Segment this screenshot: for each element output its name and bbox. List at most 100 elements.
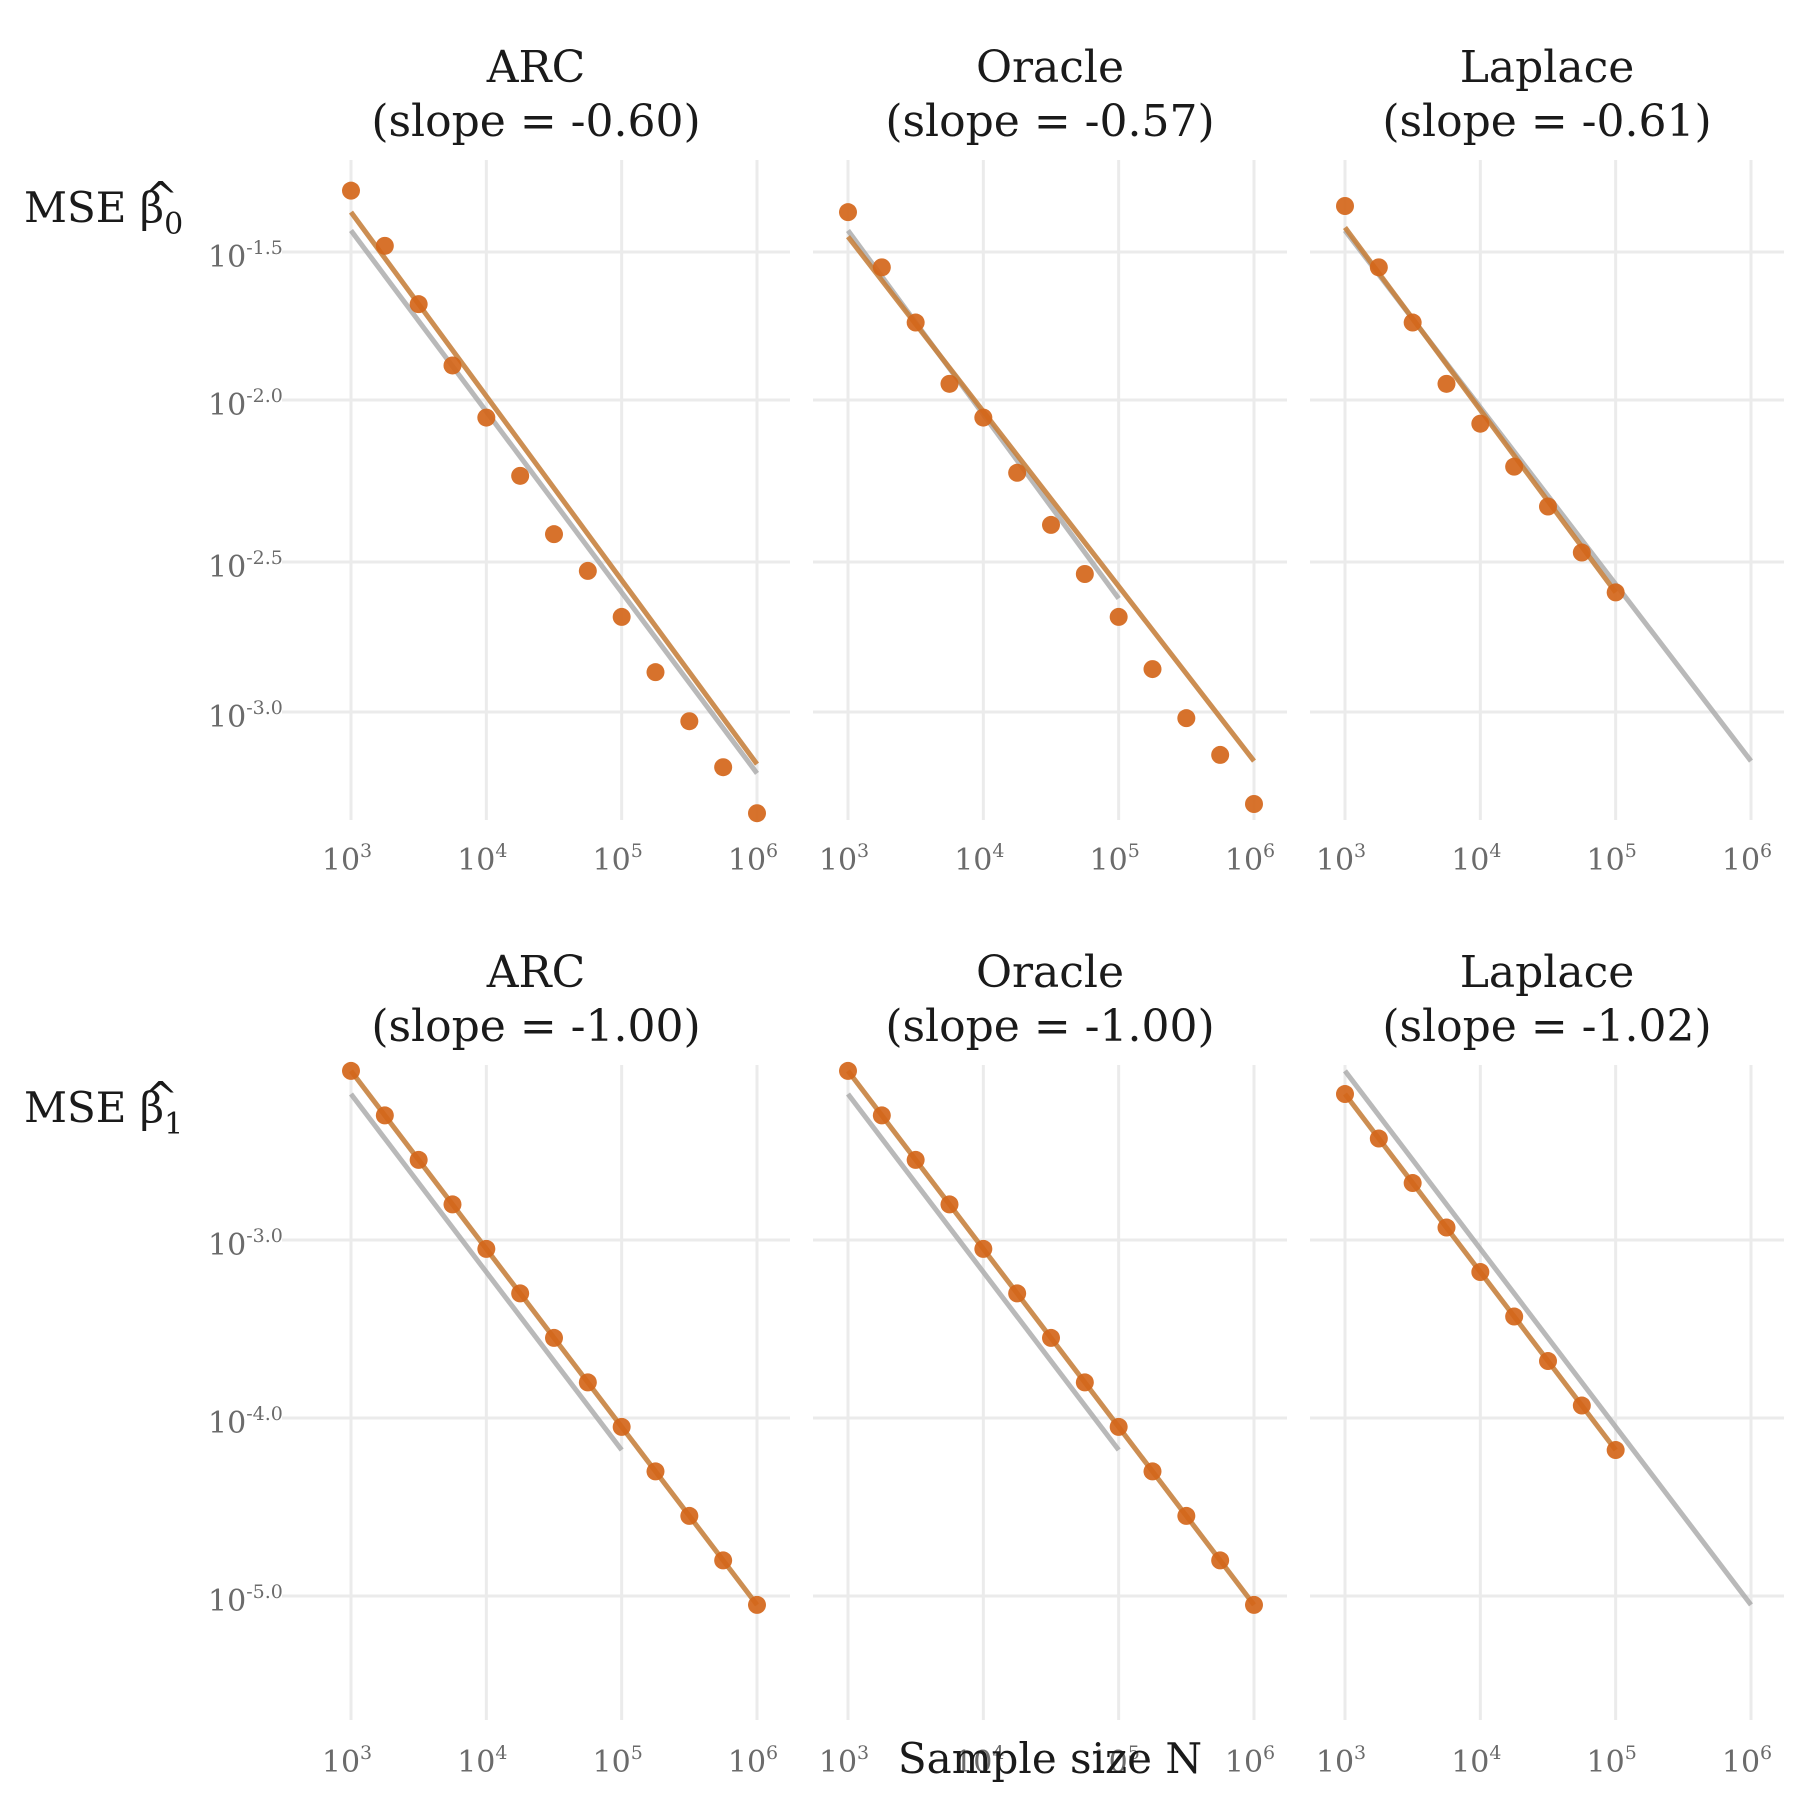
data-point (680, 712, 699, 731)
data-point (1109, 1417, 1128, 1436)
data-point (1505, 1307, 1524, 1326)
x-tick-label: 103 (1316, 1742, 1366, 1780)
data-point (1109, 607, 1128, 626)
x-tick-label: 105 (1090, 1742, 1140, 1780)
data-point (375, 1106, 394, 1125)
panel-6: Laplace(slope = -1.02) 103 104 105 106 (1310, 947, 1784, 1780)
panel-1: ARC(slope = -0.60) 103 104 105 106 10-1.5 10-2… (208, 42, 790, 878)
data-point (872, 258, 891, 277)
data-point (443, 1195, 462, 1214)
data-point (714, 758, 733, 777)
data-point (1042, 1328, 1061, 1347)
panel-title: Oracle (976, 947, 1124, 998)
data-point (1471, 414, 1490, 433)
panel-subtitle: (slope = -0.61) (1382, 96, 1711, 147)
x-tick-label: 106 (1225, 1742, 1275, 1780)
data-point (839, 1061, 857, 1080)
panel-5: Oracle(slope = -1.00) 103 104 105 106 (813, 947, 1287, 1780)
data-point (940, 374, 959, 393)
data-point (477, 1239, 496, 1258)
data-point (839, 203, 857, 222)
x-tick-label: 106 (728, 1742, 778, 1780)
panel-title: Oracle (976, 42, 1124, 93)
data-point (1539, 1352, 1558, 1371)
svg-text:MSE β1: MSE β1 (24, 1083, 183, 1142)
panel-title: ARC (486, 947, 586, 998)
panel-subtitle: (slope = -0.57) (885, 96, 1214, 147)
fit-line (1342, 225, 1618, 594)
x-tick-label: 104 (457, 840, 507, 878)
data-point (1539, 497, 1558, 516)
panels: ARC(slope = -0.60)103 104 105 10610-1.510-2… (208, 42, 1784, 1780)
data-point (1245, 1595, 1263, 1614)
y-tick-label: 10-1.5 (208, 237, 283, 275)
x-tick-label: 106 (728, 840, 778, 878)
panel-title: ARC (486, 42, 586, 93)
panel-4: ARC(slope = -1.00) 103 104 105 106 10-3.0 10-4… (208, 947, 790, 1780)
x-tick-label: 104 (954, 1742, 1004, 1780)
x-axis-label: Sample size N (898, 1734, 1202, 1783)
panel-3: Laplace(slope = -0.61) 103 104 105 106 (1310, 42, 1784, 878)
reference-line (1343, 1069, 1753, 1607)
data-point (409, 1150, 428, 1169)
data-point (748, 804, 766, 823)
data-point (1437, 1218, 1456, 1237)
row-label-top-sub: 0 (164, 207, 183, 242)
data-point (545, 1328, 564, 1347)
row-label-top-text: MSE (24, 183, 140, 232)
data-point (1075, 565, 1094, 583)
data-point (612, 1417, 631, 1436)
data-point (375, 236, 394, 255)
x-tick-label: 105 (1587, 840, 1637, 878)
data-point (1505, 457, 1524, 476)
x-tick-label: 103 (322, 840, 372, 878)
data-point (545, 525, 564, 544)
data-point (578, 1373, 597, 1392)
row-label-bottom: MSE β1 ^ (24, 1073, 183, 1142)
data-point (714, 1551, 733, 1570)
x-tick-label: 106 (1722, 1742, 1772, 1780)
x-tick-label: 103 (819, 840, 869, 878)
panel-subtitle: (slope = -1.00) (371, 1001, 700, 1052)
data-point (1572, 1396, 1591, 1415)
data-point (443, 356, 462, 375)
row-label-top: MSE β0 ^ (24, 173, 183, 242)
panel-subtitle: (slope = -1.00) (885, 1001, 1214, 1052)
x-tick-label: 104 (954, 840, 1004, 878)
data-point (748, 1595, 766, 1614)
row-label-bottom-sub: 1 (164, 1107, 183, 1142)
data-point (1369, 1129, 1388, 1148)
y-tick-label: 10-2.0 (208, 385, 283, 423)
y-tick-label: 10-4.0 (208, 1403, 283, 1441)
row-label-bottom-beta: β (140, 1083, 164, 1132)
data-point (1572, 543, 1591, 562)
data-point (612, 607, 631, 626)
data-point (342, 1061, 360, 1080)
x-tick-label: 106 (1722, 840, 1772, 878)
x-tick-label: 104 (1451, 840, 1501, 878)
data-point (1211, 1551, 1230, 1570)
data-point (1403, 1174, 1422, 1193)
y-tick-label: 10-2.5 (208, 547, 283, 585)
svg-text:MSE β0: MSE β0 (24, 183, 183, 242)
data-point (646, 663, 665, 682)
x-tick-label: 105 (593, 1742, 643, 1780)
data-point (974, 408, 993, 427)
x-tick-label: 103 (819, 1742, 869, 1780)
data-point (1403, 313, 1422, 332)
data-point (1143, 660, 1162, 679)
row-label-bottom-hat: ^ (143, 1073, 178, 1122)
data-point (646, 1462, 665, 1481)
y-tick-label: 10-3.0 (208, 1225, 283, 1263)
fit-line (348, 210, 760, 766)
data-point (1606, 583, 1625, 602)
data-point (1606, 1441, 1625, 1460)
data-point (940, 1195, 959, 1214)
data-point (1143, 1462, 1162, 1481)
data-point (680, 1506, 699, 1525)
x-tick-label: 104 (457, 1742, 507, 1780)
reference-line (349, 1092, 624, 1452)
panel-2: Oracle(slope = -0.57) 103 104 105 106 (813, 42, 1287, 878)
data-point (1437, 374, 1456, 393)
reference-line (846, 1092, 1121, 1452)
